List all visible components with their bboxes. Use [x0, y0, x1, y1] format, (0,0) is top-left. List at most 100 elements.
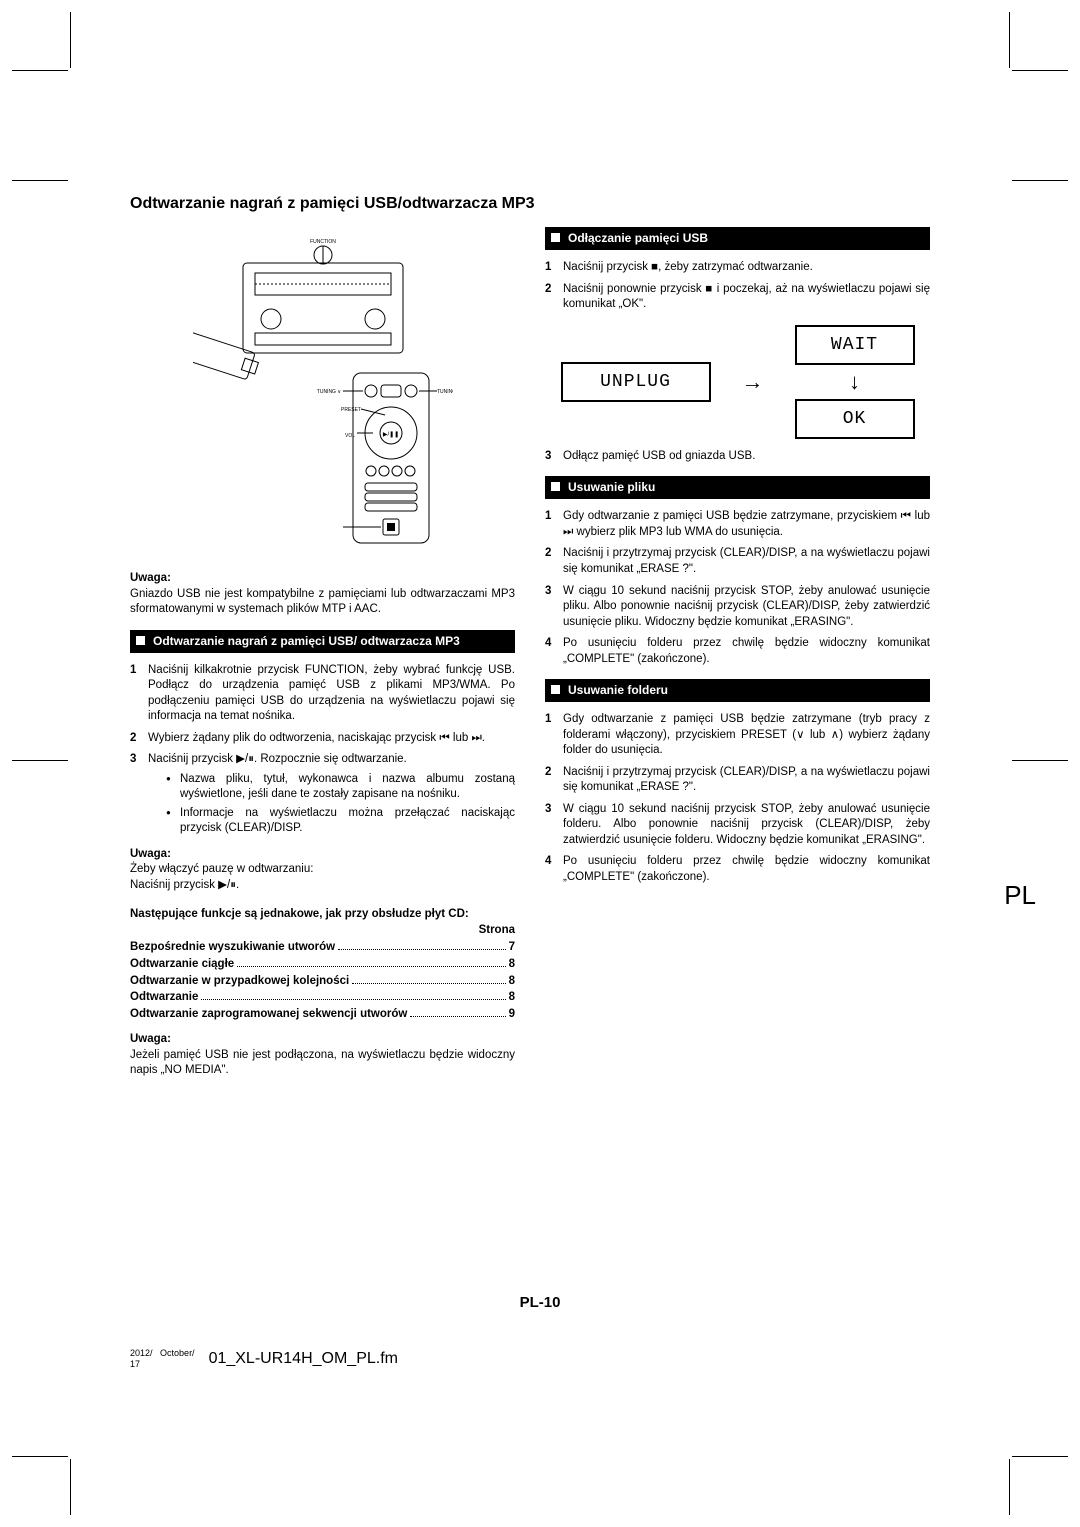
step-item: Naciśnij przycisk ▶/⏸. Rozpocznie się od…: [130, 752, 515, 837]
lcd-unplug: UNPLUG: [561, 362, 711, 402]
dot-leader: [352, 983, 505, 984]
lcd-flow-col: WAIT ↓ OK: [795, 325, 915, 439]
toc-label: Odtwarzanie zaprogramowanej sekwencji ut…: [130, 1007, 407, 1023]
step-item: Gdy odtwarzanie z pamięci USB będzie zat…: [545, 712, 930, 759]
crop-mark: [12, 70, 68, 71]
svg-text:▶/❚❚: ▶/❚❚: [382, 431, 398, 438]
toc-page: 9: [509, 1007, 515, 1023]
svg-text:PRESET: PRESET: [340, 407, 360, 413]
step-text: Naciśnij przycisk ▶/⏸. Rozpocznie się od…: [148, 753, 407, 765]
crop-mark: [70, 1459, 71, 1515]
svg-text:VOL: VOL: [344, 433, 354, 439]
section-title: Odtwarzanie nagrań z pamięci USB/ odtwar…: [153, 633, 460, 649]
step-item: Po usunięciu folderu przez chwilę będzie…: [545, 854, 930, 885]
dot-leader: [237, 966, 505, 967]
footer-day: 17: [130, 1359, 140, 1369]
toc-row: Odtwarzanie w przypadkowej kolejności 8: [130, 974, 515, 990]
crop-mark: [1012, 760, 1068, 761]
toc-header: Strona: [130, 923, 515, 939]
toc-label: Bezpośrednie wyszukiwanie utworów: [130, 940, 335, 956]
left-column: FUNCTION: [130, 227, 515, 1079]
arrow-down-icon: ↓: [849, 371, 860, 393]
disconnect-steps-b: Odłącz pamięć USB od gniazda USB.: [545, 449, 930, 465]
step-item: Naciśnij i przytrzymaj przycisk (CLEAR)/…: [545, 765, 930, 796]
step-item: Po usunięciu folderu przez chwilę będzie…: [545, 636, 930, 667]
note-label: Uwaga:: [130, 571, 515, 587]
square-bullet-icon: [551, 233, 560, 242]
note-body: Jeżeli pamięć USB nie jest podłączona, n…: [130, 1048, 515, 1079]
square-bullet-icon: [551, 685, 560, 694]
section-title: Odłączanie pamięci USB: [568, 230, 708, 246]
lcd-flow-diagram: UNPLUG → WAIT ↓ OK: [545, 325, 930, 439]
step-item: Gdy odtwarzanie z pamięci USB będzie zat…: [545, 509, 930, 540]
toc-row: Odtwarzanie zaprogramowanej sekwencji ut…: [130, 1007, 515, 1023]
svg-text:FUNCTION: FUNCTION: [310, 239, 336, 245]
step-item: Naciśnij ponownie przycisk ■ i poczekaj,…: [545, 282, 930, 313]
playback-steps: Naciśnij kilkakrotnie przycisk FUNCTION,…: [130, 663, 515, 837]
delete-folder-steps: Gdy odtwarzanie z pamięci USB będzie zat…: [545, 712, 930, 885]
svg-text:TUNING ∧: TUNING ∧: [437, 389, 453, 395]
device-illustration: FUNCTION: [193, 233, 453, 553]
section-header-playback: Odtwarzanie nagrań z pamięci USB/ odtwar…: [130, 630, 515, 653]
toc-label: Odtwarzanie: [130, 990, 198, 1006]
toc-page: 8: [509, 957, 515, 973]
section-title: Usuwanie pliku: [568, 479, 655, 495]
crop-mark: [1009, 12, 1010, 68]
language-side-tab: PL: [1004, 880, 1036, 911]
disconnect-steps-a: Naciśnij przycisk ■, żeby zatrzymać odtw…: [545, 260, 930, 313]
crop-mark: [1009, 1459, 1010, 1515]
section-header-delete-folder: Usuwanie folderu: [545, 679, 930, 702]
lcd-wait: WAIT: [795, 325, 915, 365]
step-item: Wybierz żądany plik do odtworzenia, naci…: [130, 731, 515, 747]
step-item: Naciśnij i przytrzymaj przycisk (CLEAR)/…: [545, 546, 930, 577]
footer-year: 2012/: [130, 1348, 153, 1358]
note-body: Gniazdo USB nie jest kompatybilne z pami…: [130, 587, 515, 618]
toc-row: Odtwarzanie ciągłe 8: [130, 957, 515, 973]
svg-text:TUNING ∨: TUNING ∨: [316, 389, 341, 395]
crop-mark: [12, 1456, 68, 1457]
toc-page: 7: [509, 940, 515, 956]
crop-mark: [1012, 70, 1068, 71]
step-item: Naciśnij kilkakrotnie przycisk FUNCTION,…: [130, 663, 515, 725]
note-body: Naciśnij przycisk ▶/⏸.: [130, 878, 515, 894]
square-bullet-icon: [136, 636, 145, 645]
crop-mark: [12, 760, 68, 761]
toc-page: 8: [509, 974, 515, 990]
toc-label: Odtwarzanie ciągłe: [130, 957, 234, 973]
dot-leader: [410, 1016, 505, 1017]
right-column: Odłączanie pamięci USB Naciśnij przycisk…: [545, 227, 930, 1079]
dot-leader: [338, 949, 505, 950]
two-column-layout: FUNCTION: [130, 227, 930, 1079]
step-item: Naciśnij przycisk ■, żeby zatrzymać odtw…: [545, 260, 930, 276]
toc-label: Odtwarzanie w przypadkowej kolejności: [130, 974, 349, 990]
footer-date: 2012/ October/ 17: [130, 1348, 195, 1369]
bullet-item: Nazwa pliku, tytuł, wykonawca i nazwa al…: [166, 772, 515, 803]
section-header-delete-file: Usuwanie pliku: [545, 476, 930, 499]
note-label: Uwaga:: [130, 847, 515, 863]
step-sub-bullets: Nazwa pliku, tytuł, wykonawca i nazwa al…: [166, 772, 515, 837]
page-title: Odtwarzanie nagrań z pamięci USB/odtwarz…: [130, 195, 930, 213]
section-title: Usuwanie folderu: [568, 682, 668, 698]
page-number: PL-10: [0, 1294, 1080, 1311]
footer-filename: 01_XL-UR14H_OM_PL.fm: [209, 1350, 398, 1368]
step-item: Odłącz pamięć USB od gniazda USB.: [545, 449, 930, 465]
delete-file-steps: Gdy odtwarzanie z pamięci USB będzie zat…: [545, 509, 930, 667]
step-item: W ciągu 10 sekund naciśnij przycisk STOP…: [545, 802, 930, 849]
cd-note-heading: Następujące funkcje są jednakowe, jak pr…: [130, 907, 515, 923]
lcd-ok: OK: [795, 399, 915, 439]
toc-row: Odtwarzanie 8: [130, 990, 515, 1006]
footer-month: October/: [160, 1348, 195, 1358]
footer: 2012/ October/ 17 01_XL-UR14H_OM_PL.fm: [130, 1348, 398, 1369]
crop-mark: [70, 12, 71, 68]
note-body: Żeby włączyć pauzę w odtwarzaniu:: [130, 862, 515, 878]
toc-page: 8: [509, 990, 515, 1006]
section-header-disconnect: Odłączanie pamięci USB: [545, 227, 930, 250]
square-bullet-icon: [551, 482, 560, 491]
note-label: Uwaga:: [130, 1032, 515, 1048]
crop-mark: [12, 180, 68, 181]
page-content: Odtwarzanie nagrań z pamięci USB/odtwarz…: [130, 195, 930, 1079]
bullet-item: Informacje na wyświetlaczu można przełąc…: [166, 806, 515, 837]
crop-mark: [1012, 1456, 1068, 1457]
toc-row: Bezpośrednie wyszukiwanie utworów 7: [130, 940, 515, 956]
crop-mark: [1012, 180, 1068, 181]
